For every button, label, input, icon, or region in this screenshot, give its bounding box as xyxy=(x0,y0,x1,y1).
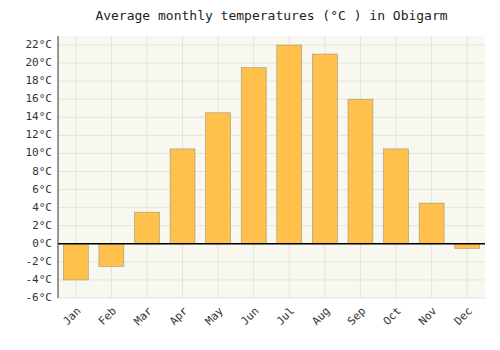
chart: -6°C -4°C -2°C 0°C 2°C 4°C 6°C 8°C 10°C 12°C 14°C 1… xyxy=(0,0,500,350)
bar xyxy=(419,203,444,244)
y-axis-line xyxy=(58,36,59,298)
grid-line xyxy=(58,171,485,172)
bar xyxy=(170,149,195,244)
title: Average monthly temperatures (°C ) in Ob… xyxy=(95,8,447,23)
grid-line xyxy=(467,36,468,298)
tick-label: Sep xyxy=(345,305,368,328)
bar xyxy=(384,149,409,244)
zero-line xyxy=(58,243,485,245)
tick-label: 18°C xyxy=(26,74,53,87)
tick-label: Jul xyxy=(274,305,297,328)
tick-label: 6°C xyxy=(32,183,52,196)
tick-label: 8°C xyxy=(32,165,52,178)
tick-label: -2°C xyxy=(26,255,53,268)
tick-label: 16°C xyxy=(26,92,53,105)
bar xyxy=(206,113,231,244)
bar xyxy=(63,244,88,280)
grid-line xyxy=(58,63,485,64)
tick-label: 10°C xyxy=(26,146,53,159)
plot-background xyxy=(58,36,485,298)
tick-label: May xyxy=(203,304,227,328)
bar xyxy=(99,244,124,267)
grid-line xyxy=(431,36,432,298)
bars xyxy=(63,45,479,280)
grid-line xyxy=(58,279,485,280)
grid-line xyxy=(58,189,485,190)
grid-line xyxy=(58,117,485,118)
tick-label: Aug xyxy=(309,305,332,328)
tick-label: Jun xyxy=(238,305,261,328)
tick-label: 14°C xyxy=(26,110,53,123)
tick-label: Nov xyxy=(416,304,440,328)
grid-line xyxy=(58,81,485,82)
grid-line xyxy=(58,298,485,299)
tick-label: Dec xyxy=(452,305,475,328)
tick-label: Apr xyxy=(167,304,191,328)
tick-label: Feb xyxy=(96,305,119,328)
grid xyxy=(58,36,485,298)
tick-label: 20°C xyxy=(26,56,53,69)
grid-line xyxy=(58,243,485,244)
tick-label: -6°C xyxy=(26,291,53,304)
tick-label: Oct xyxy=(381,305,404,328)
tick-label: 2°C xyxy=(32,219,52,232)
grid-line xyxy=(146,36,147,298)
tick-label: 22°C xyxy=(26,38,53,51)
grid-line xyxy=(58,135,485,136)
bar xyxy=(277,45,302,244)
grid-line xyxy=(58,99,485,100)
tick-label: 0°C xyxy=(32,237,52,250)
tick-label: 4°C xyxy=(32,201,52,214)
x-axis: Jan Feb Mar Apr May Jun Jul Aug Sep Oct Nov Dec xyxy=(60,304,475,328)
y-axis: -6°C -4°C -2°C 0°C 2°C 4°C 6°C 8°C 10°C 12°C 14°C 1… xyxy=(26,38,53,304)
grid-line xyxy=(58,153,485,154)
tick-label: 12°C xyxy=(26,128,53,141)
bar xyxy=(312,54,337,244)
bar xyxy=(135,212,160,244)
bar xyxy=(348,99,373,244)
grid-line xyxy=(58,45,485,46)
tick-label: -4°C xyxy=(26,273,53,286)
tick-label: Jan xyxy=(60,305,83,328)
bar xyxy=(241,68,266,244)
tick-label: Mar xyxy=(131,304,155,328)
